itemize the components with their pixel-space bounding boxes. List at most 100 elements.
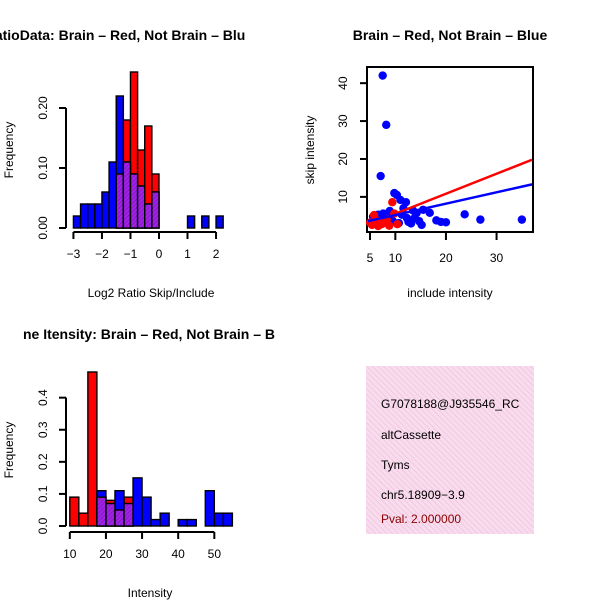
info-pval: Pval: 2.000000	[381, 512, 461, 526]
intensity-hist-bar-overlap-0	[96, 496, 107, 527]
scatter-fit-not-brain	[367, 183, 533, 223]
ratio-hist-x-tick-label-5: 2	[213, 247, 220, 261]
intensity-hist-bar-not-brain-11	[213, 512, 225, 527]
scatter-title: Brain – Red, Not Brain – Blue	[353, 27, 548, 43]
scatter-points	[365, 71, 527, 231]
intensity-hist-x-tick-label-1: 20	[99, 547, 113, 561]
intensity-hist-bar-overlap-2	[114, 509, 125, 527]
intensity-hist-bar-not-brain-5	[141, 496, 152, 527]
intensity-hist-bar-not-brain-12	[222, 512, 234, 527]
intensity-hist-bar-not-brain-6	[150, 518, 161, 527]
scatter-x-tick-label-0: 5	[367, 251, 374, 265]
ratio-hist-x-tick-label-2: −1	[124, 247, 138, 261]
ratio-histogram-x-axis: −3 −2 −1 0 1 2	[67, 231, 220, 261]
ratio-hist-x-tick-label-3: 0	[156, 247, 163, 261]
info-location: chr5.18909−3.9	[381, 488, 465, 502]
scatter-panel: Brain – Red, Not Brain – Blue 5 10 20 30 10…	[303, 27, 547, 300]
info-event-type: altCassette	[381, 428, 441, 442]
scatter-ylabel: skip intensity	[303, 116, 317, 185]
ratio-hist-bar-not-brain-13	[201, 215, 210, 229]
scatter-y-tick-label-0: 10	[336, 190, 350, 204]
intensity-hist-x-tick-label-0: 10	[63, 547, 77, 561]
intensity-histogram-x-axis: 10 20 30 40 50	[63, 531, 222, 561]
intensity-hist-y-tick-label-3: 0.3	[36, 421, 50, 438]
ratio-histogram-title: RatioData: Brain – Red, Not Brain – Blu	[0, 27, 245, 43]
intensity-hist-bar-brain-2	[87, 371, 98, 527]
scatter-point-not-brain-0	[378, 71, 387, 80]
ratio-hist-bar-overlap-2	[129, 173, 139, 229]
ratio-hist-bar-not-brain-4	[101, 191, 110, 229]
ratio-hist-bar-overlap-4	[144, 203, 153, 229]
intensity-histogram-panel: ne Itensity: Brain – Red, Not Brain – B …	[2, 326, 275, 600]
intensity-hist-y-tick-label-0: 0.0	[36, 517, 50, 534]
scatter-y-tick-label-3: 40	[336, 76, 350, 90]
intensity-histogram-xlabel: Intensity	[128, 586, 173, 600]
scatter-point-not-brain-16	[476, 215, 485, 224]
ratio-hist-bar-not-brain-3	[94, 203, 103, 229]
scatter-x-tick-label-2: 20	[439, 251, 453, 265]
scatter-point-not-brain-17	[517, 215, 527, 224]
ratio-hist-x-tick-label-4: 1	[184, 247, 191, 261]
ratio-hist-y-tick-label-0: 0.00	[36, 216, 50, 240]
scatter-point-not-brain-11	[425, 208, 434, 218]
ratio-hist-bar-not-brain-1	[79, 203, 89, 229]
scatter-point-not-brain-30	[417, 220, 426, 230]
ratio-hist-x-tick-label-0: −3	[67, 247, 81, 261]
ratio-hist-bar-overlap-1	[122, 161, 132, 229]
intensity-histogram-ylabel: Frequency	[2, 422, 16, 479]
intensity-hist-bar-not-brain-9	[186, 518, 197, 527]
ratio-hist-x-tick-label-1: −2	[95, 247, 109, 261]
scatter-point-brain-11	[369, 210, 379, 220]
scatter-point-not-brain-14	[441, 218, 451, 227]
intensity-hist-bar-brain-1	[78, 512, 89, 527]
intensity-hist-bar-brain-0	[69, 496, 80, 527]
intensity-hist-bar-overlap-3	[123, 502, 134, 527]
intensity-histogram-bars	[69, 371, 234, 527]
intensity-hist-bar-not-brain-4	[132, 477, 143, 527]
info-panel: G7078188@J935546_RC altCassette Tyms chr…	[366, 366, 534, 534]
intensity-hist-bar-not-brain-10	[204, 490, 216, 527]
ratio-hist-y-tick-label-2: 0.20	[36, 96, 50, 120]
scatter-point-brain-7	[388, 197, 397, 207]
scatter-y-tick-label-2: 30	[336, 114, 350, 128]
ratio-hist-bar-overlap-3	[136, 185, 146, 229]
intensity-hist-y-tick-label-2: 0.2	[36, 453, 50, 470]
ratio-histogram-panel: RatioData: Brain – Red, Not Brain – Blu …	[0, 27, 245, 300]
intensity-hist-bar-not-brain-8	[177, 518, 188, 527]
scatter-plot-frame	[366, 66, 534, 233]
ratio-hist-bar-not-brain-0	[72, 215, 82, 229]
intensity-hist-x-tick-label-4: 50	[208, 547, 222, 561]
scatter-y-axis: 10 20 30 40	[336, 76, 367, 204]
ratio-histogram-bars	[72, 71, 224, 229]
ratio-histogram-xlabel: Log2 Ratio Skip/Include	[88, 286, 215, 300]
ratio-hist-bar-overlap-5	[151, 191, 160, 229]
intensity-hist-bar-overlap-1	[105, 502, 116, 527]
info-gene-name: Tyms	[381, 458, 410, 472]
info-probe-id: G7078188@J935546_RC	[381, 397, 520, 411]
scatter-point-not-brain-15	[460, 210, 469, 219]
scatter-xlabel: include intensity	[407, 286, 492, 300]
scatter-x-tick-label-1: 10	[389, 251, 403, 265]
intensity-histogram-title: ne Itensity: Brain – Red, Not Brain – B	[23, 326, 275, 342]
intensity-hist-x-tick-label-3: 40	[172, 547, 186, 561]
intensity-hist-bar-not-brain-7	[159, 512, 170, 527]
scatter-point-not-brain-1	[376, 171, 385, 181]
scatter-x-axis: 5 10 20 30	[367, 233, 504, 265]
ratio-histogram-ylabel: Frequency	[2, 122, 16, 179]
intensity-histogram-y-axis: 0.0 0.1 0.2 0.3 0.4	[36, 389, 67, 534]
ratio-hist-bar-not-brain-5	[108, 161, 117, 229]
ratio-hist-y-tick-label-1: 0.10	[36, 156, 50, 180]
intensity-hist-y-tick-label-1: 0.1	[36, 485, 50, 502]
scatter-fit-lines	[367, 158, 533, 226]
scatter-x-tick-label-3: 30	[490, 251, 504, 265]
ratio-hist-bar-not-brain-12	[186, 215, 196, 229]
intensity-hist-x-tick-label-2: 30	[135, 547, 149, 561]
ratio-hist-bar-not-brain-2	[86, 203, 96, 229]
scatter-y-tick-label-1: 20	[336, 152, 350, 166]
intensity-hist-y-tick-label-4: 0.4	[36, 389, 50, 406]
scatter-point-brain-9	[393, 219, 402, 229]
ratio-hist-bar-overlap-0	[115, 173, 125, 229]
ratio-histogram-y-axis: 0.00 0.10 0.20	[36, 96, 67, 240]
ratio-hist-bar-not-brain-14	[215, 215, 224, 229]
